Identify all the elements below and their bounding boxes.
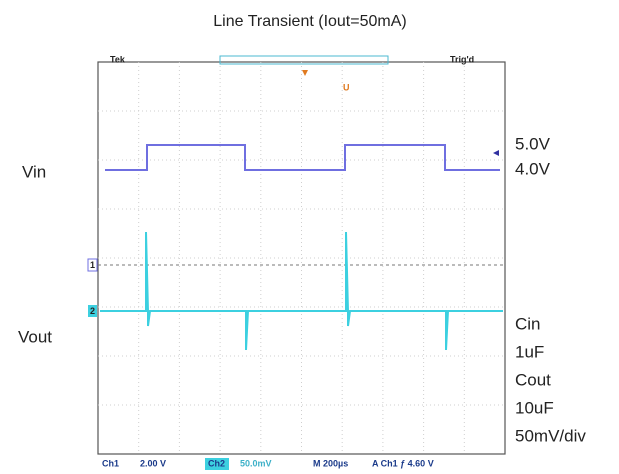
status-ch1: Ch1 <box>102 458 119 468</box>
right-label: 10uF <box>515 398 554 417</box>
right-label: 1uF <box>515 342 544 361</box>
status-ch1-scale: 2.00 V <box>140 458 166 468</box>
scope-status: Trig'd <box>450 54 474 64</box>
left-label: Vout <box>18 327 52 346</box>
status-timebase: M 200µs <box>313 458 348 468</box>
right-label: 5.0V <box>515 134 551 153</box>
left-label: Vin <box>22 162 46 181</box>
right-label: Cin <box>515 314 541 333</box>
status-ch2-scale: 50.0mV <box>240 458 272 468</box>
oscilloscope-figure: Line Transient (Iout=50mA) Tek Trig'd U … <box>0 0 619 474</box>
status-trigger: A Ch1 ƒ 4.60 V <box>372 458 434 468</box>
right-label: 4.0V <box>515 159 551 178</box>
ch1-marker-label: 1 <box>90 260 95 270</box>
trigger-marker: U <box>343 82 350 92</box>
title: Line Transient (Iout=50mA) <box>213 13 406 30</box>
status-ch2: Ch2 <box>208 458 225 468</box>
right-label: 50mV/div <box>515 426 586 445</box>
scope-brand: Tek <box>110 54 126 64</box>
right-label: Cout <box>515 370 551 389</box>
page: {"title": "Line Transient (Iout=50mA)", … <box>0 0 619 474</box>
ch2-marker-label: 2 <box>90 306 95 316</box>
